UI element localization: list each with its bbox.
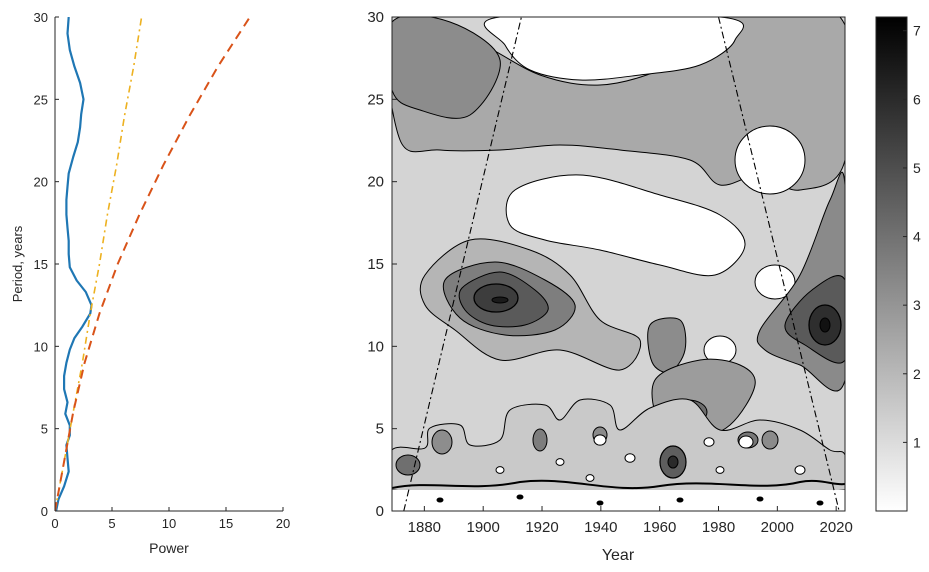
colorbar: 1 2 3 4 5 6 7 xyxy=(875,16,921,512)
contour-peak-1966-core xyxy=(667,455,679,469)
left-y-tick-label: 20 xyxy=(34,175,48,190)
left-y-tick-label: 5 xyxy=(41,422,48,437)
contour-upper-left-core xyxy=(392,17,501,119)
contour-white-bottom xyxy=(392,490,845,511)
right-y-tick-label: 0 xyxy=(376,503,384,520)
colorbar-tick-label: 1 xyxy=(913,434,921,450)
colorbar-tick-label: 4 xyxy=(913,229,921,245)
contour-bottom-line xyxy=(392,479,845,490)
power-series-dash-dot-line xyxy=(55,17,143,511)
left-y-tick-label: 10 xyxy=(34,339,48,354)
contour-speck xyxy=(596,500,604,506)
right-x-axis-label: Year xyxy=(602,547,635,564)
contour-white-hole xyxy=(593,434,607,446)
contour-speck xyxy=(816,500,824,506)
right-x-tick-label: 1920 xyxy=(525,519,558,536)
contour-speck xyxy=(676,497,684,503)
contour-white-hole xyxy=(794,465,806,475)
power-series-dashed-line xyxy=(55,17,251,511)
wavelet-spectrum-panel: 1880 1900 1920 1940 1960 1980 2000 2020 0 5 10 15 20… xyxy=(367,9,853,564)
right-y-tick-label: 5 xyxy=(376,421,384,438)
contour-white-hole xyxy=(703,437,715,447)
right-x-tick-label: 1980 xyxy=(702,519,735,536)
power-spectrum-panel: 0 5 10 15 20 0 5 10 15 20 25 30 Power Period, years xyxy=(10,10,290,556)
contour-feature-1890 xyxy=(431,429,453,455)
left-x-tick-label: 5 xyxy=(108,516,115,531)
right-y-tick-label: 10 xyxy=(367,338,384,355)
left-x-axis-label: Power xyxy=(149,540,189,556)
left-y-tick-label: 15 xyxy=(34,257,48,272)
contour-white-hole xyxy=(715,466,725,474)
left-plot-area xyxy=(55,17,283,511)
contour-white-hole xyxy=(738,435,754,449)
right-y-tick-label: 20 xyxy=(367,174,384,191)
colorbar-tick-label: 5 xyxy=(913,160,921,176)
cone-of-influence-line xyxy=(717,17,840,511)
right-y-tick-label: 15 xyxy=(367,256,384,273)
contour-speck xyxy=(516,494,524,500)
right-x-tick-label: 1940 xyxy=(584,519,617,536)
right-x-tick-label: 1960 xyxy=(643,519,676,536)
contour-feature-1932 xyxy=(532,428,548,452)
right-y-tick-label: 30 xyxy=(367,9,384,26)
contour-feature-1996 xyxy=(761,430,779,450)
contour-feature-1968 xyxy=(647,317,687,373)
contour-speck xyxy=(436,497,444,503)
left-x-tick-label: 10 xyxy=(162,516,176,531)
colorbar-tick-label: 3 xyxy=(913,297,921,313)
right-y-tick-label: 25 xyxy=(367,91,384,108)
contour-peak-1906-core xyxy=(491,296,509,304)
left-y-axis-label: Period, years xyxy=(10,225,25,302)
contour-white-right xyxy=(734,125,806,195)
contour-white-hole xyxy=(585,474,595,482)
left-y-tick-label: 0 xyxy=(41,504,48,519)
contour-upper-band xyxy=(392,17,845,191)
colorbar-tick-label: 2 xyxy=(913,366,921,382)
contour-white-hole xyxy=(495,466,505,474)
right-x-tick-label: 1880 xyxy=(408,519,441,536)
colorbar-tick-label: 6 xyxy=(913,91,921,107)
contour-short-period-zone xyxy=(392,398,845,496)
contour-white-hole xyxy=(555,458,565,466)
right-x-tick-label: 1900 xyxy=(467,519,500,536)
contour-white-top xyxy=(483,17,744,81)
left-y-tick-label: 25 xyxy=(34,92,48,107)
right-x-tick-label: 2000 xyxy=(761,519,794,536)
contour-white-hole xyxy=(624,453,636,463)
contour-speck xyxy=(756,496,764,502)
left-x-tick-label: 15 xyxy=(219,516,233,531)
cone-of-influence-line xyxy=(403,17,522,511)
contour-white-center xyxy=(505,174,746,277)
colorbar-gradient xyxy=(875,16,908,512)
contour-peak-1873 xyxy=(395,454,421,476)
contour-peak-2016-core xyxy=(819,317,831,333)
colorbar-tick-label: 7 xyxy=(913,23,921,39)
left-x-tick-label: 0 xyxy=(51,516,58,531)
left-y-tick-label: 30 xyxy=(34,10,48,25)
wavelet-contour-field xyxy=(392,17,845,511)
left-x-tick-label: 20 xyxy=(276,516,290,531)
right-x-tick-label: 2020 xyxy=(819,519,852,536)
